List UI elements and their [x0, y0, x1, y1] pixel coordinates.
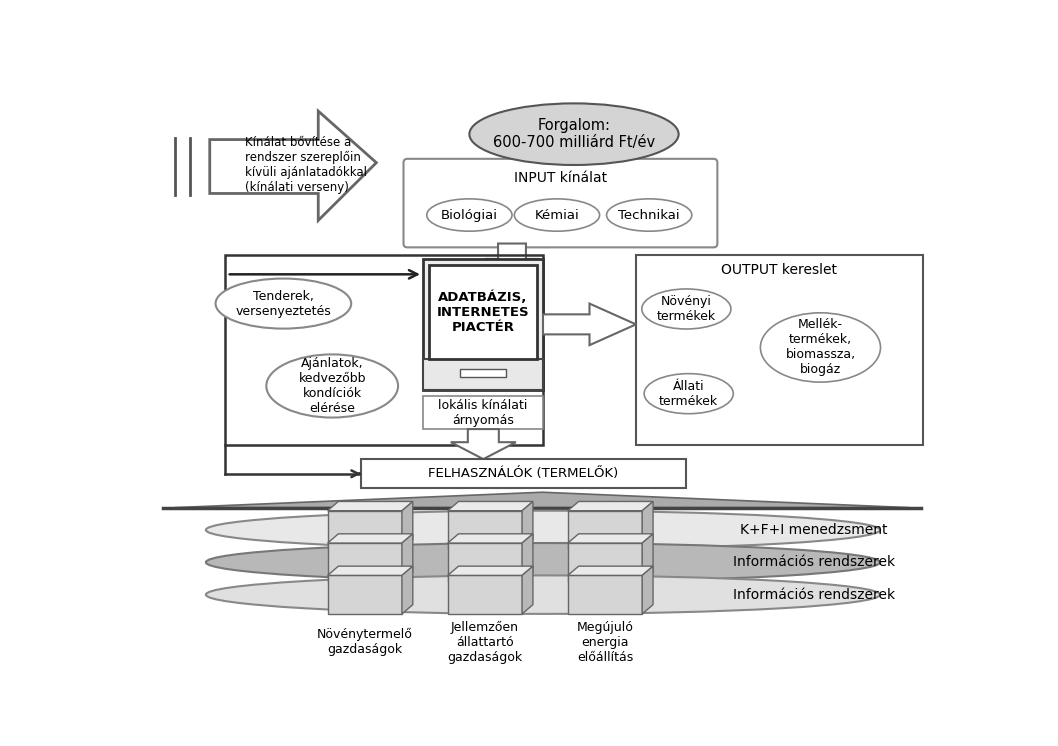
- Polygon shape: [448, 566, 533, 575]
- Text: Ajánlatok,
kedvezőbb
kondíciók
elérése: Ajánlatok, kedvezőbb kondíciók elérése: [298, 357, 366, 415]
- Polygon shape: [485, 243, 540, 280]
- Ellipse shape: [644, 374, 733, 414]
- FancyBboxPatch shape: [361, 459, 687, 489]
- Polygon shape: [448, 543, 522, 582]
- Polygon shape: [642, 566, 653, 614]
- Ellipse shape: [426, 199, 512, 231]
- Text: Növényi
termékek: Növényi termékek: [657, 295, 716, 323]
- Text: INPUT kínálat: INPUT kínálat: [514, 171, 607, 185]
- Polygon shape: [568, 501, 653, 511]
- Text: Állati
termékek: Állati termékek: [659, 380, 718, 407]
- Text: Kémiai: Kémiai: [534, 209, 580, 222]
- Ellipse shape: [470, 104, 678, 165]
- Text: Növénytermelő
gazdaságok: Növénytermelő gazdaságok: [316, 628, 413, 656]
- Ellipse shape: [267, 354, 398, 418]
- Polygon shape: [642, 534, 653, 582]
- Text: Technikai: Technikai: [618, 209, 680, 222]
- Polygon shape: [568, 575, 642, 614]
- Polygon shape: [328, 543, 402, 582]
- Text: Megújuló
energia
előállítás: Megújuló energia előállítás: [577, 621, 634, 664]
- Polygon shape: [568, 534, 653, 543]
- Text: Mellék-
termékek,
biomassza,
biogáz: Mellék- termékek, biomassza, biogáz: [785, 319, 856, 377]
- FancyBboxPatch shape: [423, 259, 543, 390]
- Text: OUTPUT kereslet: OUTPUT kereslet: [722, 263, 837, 278]
- Polygon shape: [543, 304, 636, 345]
- Polygon shape: [328, 534, 413, 543]
- Polygon shape: [568, 511, 642, 549]
- Polygon shape: [402, 501, 413, 549]
- Polygon shape: [451, 429, 516, 459]
- FancyBboxPatch shape: [423, 396, 543, 429]
- Text: K+F+I menedzsment: K+F+I menedzsment: [741, 523, 888, 537]
- FancyBboxPatch shape: [430, 265, 536, 359]
- FancyBboxPatch shape: [403, 159, 717, 248]
- Polygon shape: [209, 111, 377, 220]
- Ellipse shape: [206, 543, 880, 582]
- Polygon shape: [448, 575, 522, 614]
- Ellipse shape: [206, 575, 880, 614]
- Text: Biológiai: Biológiai: [441, 209, 498, 222]
- Text: Tenderek,
versenyeztetés: Tenderek, versenyeztetés: [236, 289, 331, 318]
- FancyBboxPatch shape: [423, 359, 543, 390]
- Polygon shape: [568, 566, 653, 575]
- Ellipse shape: [216, 278, 351, 328]
- Ellipse shape: [514, 199, 600, 231]
- Polygon shape: [522, 501, 533, 549]
- Ellipse shape: [642, 289, 731, 329]
- Ellipse shape: [761, 313, 880, 382]
- Text: Jellemzően
állattartó
gazdaságok: Jellemzően állattartó gazdaságok: [448, 621, 523, 664]
- Polygon shape: [328, 511, 402, 549]
- Ellipse shape: [206, 511, 880, 549]
- Polygon shape: [175, 492, 910, 507]
- Polygon shape: [448, 501, 533, 511]
- Polygon shape: [328, 501, 413, 511]
- Polygon shape: [448, 511, 522, 549]
- Text: lokális kínálati
árnyomás: lokális kínálati árnyomás: [438, 398, 528, 427]
- Polygon shape: [568, 543, 642, 582]
- Polygon shape: [328, 575, 402, 614]
- Polygon shape: [522, 566, 533, 614]
- Polygon shape: [448, 534, 533, 543]
- Text: Információs rendszerek: Információs rendszerek: [733, 588, 895, 601]
- FancyBboxPatch shape: [636, 255, 923, 445]
- Text: Információs rendszerek: Információs rendszerek: [733, 555, 895, 569]
- Text: Forgalom:
600-700 milliárd Ft/év: Forgalom: 600-700 milliárd Ft/év: [493, 118, 655, 151]
- Text: Kínálat bővítése a
rendszer szereplőin
kívüli ajánlatadókkal
(kínálati verseny): Kínálat bővítése a rendszer szereplőin k…: [244, 136, 367, 194]
- Polygon shape: [522, 534, 533, 582]
- Text: FELHASZNÁLÓK (TERMELŐK): FELHASZNÁLÓK (TERMELŐK): [428, 467, 619, 480]
- Polygon shape: [402, 534, 413, 582]
- Polygon shape: [328, 566, 413, 575]
- Text: ADATBÁZIS,
INTERNETES
PIACTÉR: ADATBÁZIS, INTERNETES PIACTÉR: [437, 290, 529, 333]
- Polygon shape: [402, 566, 413, 614]
- Ellipse shape: [606, 199, 692, 231]
- Polygon shape: [642, 501, 653, 549]
- FancyBboxPatch shape: [459, 369, 506, 377]
